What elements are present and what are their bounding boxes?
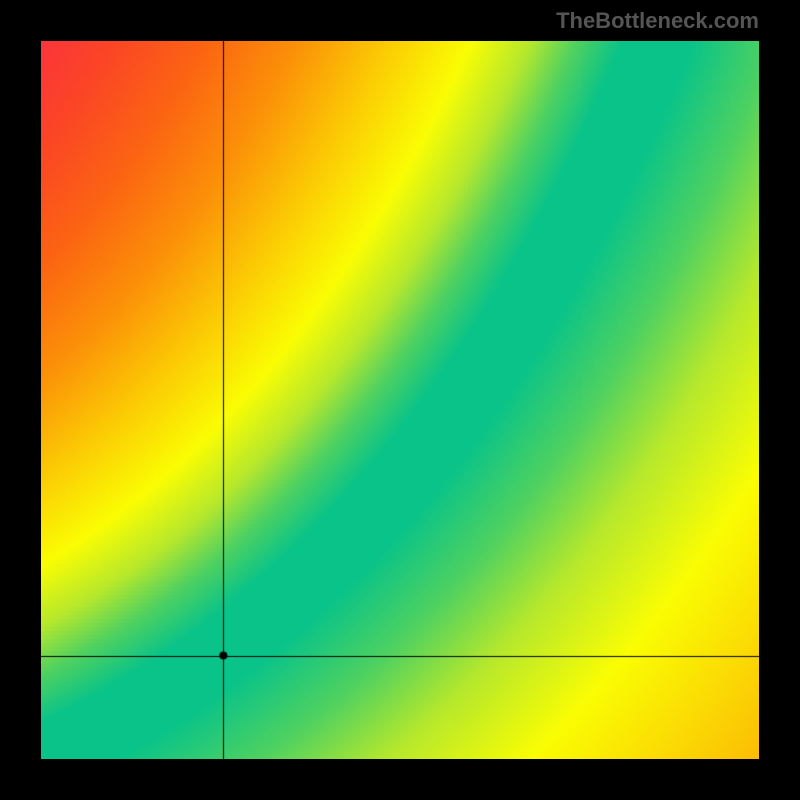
chart-container: TheBottleneck.com — [0, 0, 800, 800]
heatmap-plot — [41, 41, 759, 759]
heatmap-canvas — [41, 41, 759, 759]
watermark-text: TheBottleneck.com — [556, 8, 759, 34]
